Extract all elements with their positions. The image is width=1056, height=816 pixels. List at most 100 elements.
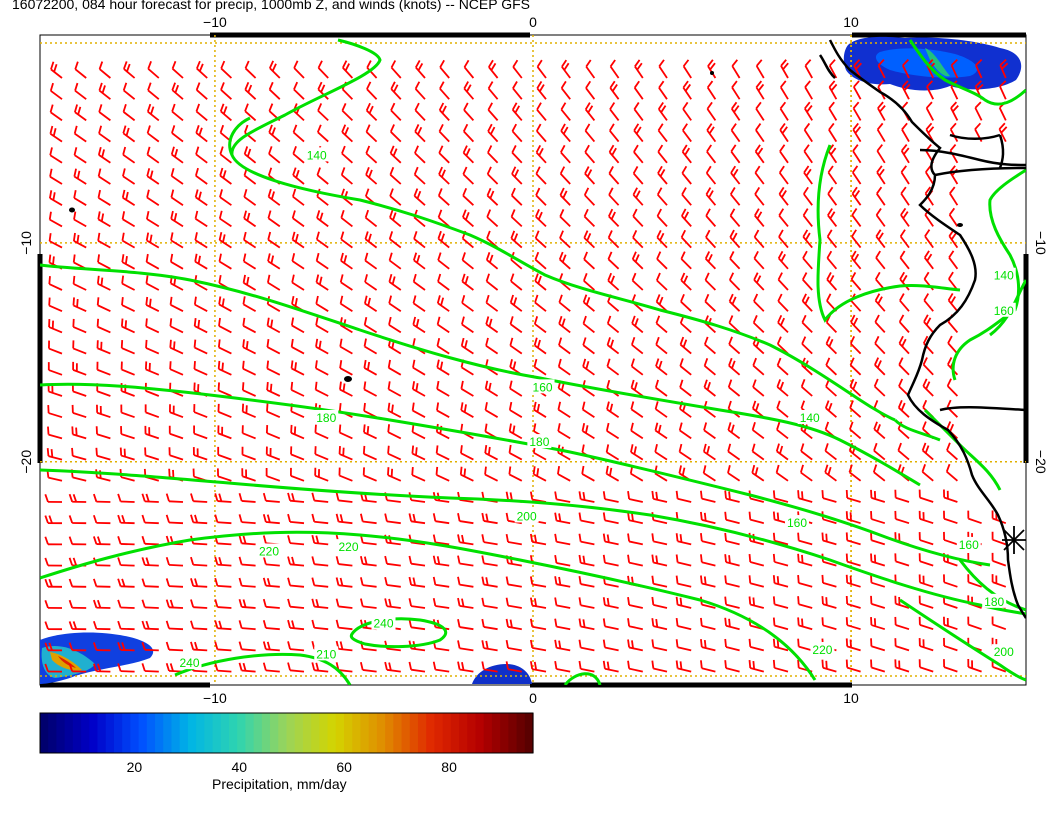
wind-barb <box>122 103 136 122</box>
wind-barb <box>873 378 886 397</box>
border-4 <box>949 133 1001 140</box>
wind-barb <box>462 123 475 143</box>
wind-barb <box>97 189 111 206</box>
bottom-tick-label: −10 <box>203 690 227 706</box>
wind-barb <box>967 616 982 631</box>
wind-barb <box>554 576 571 588</box>
wind-barb <box>98 82 111 100</box>
wind-barb <box>651 490 668 503</box>
wind-barb <box>97 211 111 228</box>
wind-barb <box>874 335 886 355</box>
wind-barb <box>96 361 111 376</box>
wind-barb <box>457 640 474 652</box>
wind-barb <box>654 401 668 418</box>
wind-barb <box>460 445 474 461</box>
wind-barb <box>44 557 63 567</box>
wind-barb <box>120 318 135 334</box>
wind-barb <box>144 361 160 376</box>
wind-barb <box>463 59 475 79</box>
wind-barb <box>413 252 426 270</box>
wind-barb <box>141 493 159 503</box>
wind-barb <box>943 659 958 673</box>
wind-barb <box>389 209 402 228</box>
wind-barb <box>535 144 547 164</box>
wind-barb <box>169 253 184 270</box>
wind-barb <box>922 378 934 397</box>
wind-barb <box>68 536 87 546</box>
wind-barb <box>554 639 571 652</box>
colorbar-cell <box>204 713 214 753</box>
wind-barb <box>50 61 63 79</box>
wind-barb <box>387 467 402 482</box>
wind-barb <box>411 445 426 461</box>
wind-barb <box>389 188 402 206</box>
wind-barb <box>748 511 765 525</box>
wind-barb <box>242 253 257 270</box>
wind-barb <box>117 578 135 588</box>
wind-barb <box>901 122 910 143</box>
contour-label-bg <box>797 409 822 424</box>
wind-barb <box>755 80 765 100</box>
contour-labels: 140 160 180 140 180 200 160 220 220 160 240 240 210 2… <box>177 147 1016 670</box>
wind-barb <box>602 660 619 673</box>
wind-barb <box>49 147 63 164</box>
wind-barb <box>93 514 111 525</box>
contour-label: 210 <box>316 647 336 661</box>
wind-barb <box>873 421 886 440</box>
wind-barb <box>314 424 329 440</box>
wind-barb <box>901 80 911 100</box>
wind-barb <box>481 597 498 609</box>
contour-140-north <box>230 38 896 422</box>
wind-barb <box>363 424 377 440</box>
wind-barb <box>339 295 353 312</box>
wind-barb <box>606 358 620 376</box>
wind-barb <box>512 59 523 79</box>
wind-barb <box>656 208 668 228</box>
wind-barb <box>748 596 765 609</box>
wind-barb <box>120 340 135 355</box>
contour-label-bg <box>336 539 361 554</box>
wind-barb <box>821 617 837 631</box>
border-2 <box>934 166 1026 177</box>
wind-barb <box>658 80 668 100</box>
colorbar-cell <box>212 713 222 753</box>
wind-barb <box>241 468 256 482</box>
wind-barb <box>49 190 63 206</box>
wind-barb <box>627 596 643 609</box>
wind-barb <box>194 167 208 185</box>
colorbar-cell <box>122 713 131 753</box>
wind-barb <box>776 379 789 397</box>
wind-barb <box>46 448 63 461</box>
wind-barb <box>71 404 87 419</box>
contour-label: 180 <box>984 595 1004 609</box>
wind-barb <box>755 101 765 121</box>
wind-barb <box>582 315 595 334</box>
wind-barb <box>146 211 160 228</box>
contour-label: 200 <box>994 645 1014 659</box>
colorbar-cell <box>335 713 345 753</box>
colorbar-tick-label: 20 <box>127 759 143 775</box>
wind-barb <box>870 638 886 652</box>
wind-barb <box>509 337 523 355</box>
contour-label: 240 <box>373 617 393 631</box>
wind-barb <box>244 103 257 122</box>
wind-barb <box>217 446 232 461</box>
wind-barb <box>898 314 910 334</box>
wind-barb <box>141 578 159 588</box>
wind-barb <box>902 59 910 79</box>
contour-coast-north <box>816 144 961 323</box>
wind-barb <box>214 493 232 503</box>
contour-label-bg <box>810 641 835 656</box>
wind-barb <box>73 125 87 143</box>
wind-barb <box>705 208 717 227</box>
wind-barb <box>412 359 426 376</box>
wind-barb <box>72 340 87 355</box>
wind-barb <box>365 145 378 164</box>
contour-label-bg <box>177 655 202 670</box>
wind-barb <box>314 467 329 482</box>
wind-barb <box>147 61 160 79</box>
wind-barb <box>627 512 643 525</box>
wind-barb <box>44 515 63 525</box>
wind-barb <box>193 425 208 440</box>
wind-barb <box>48 319 63 334</box>
